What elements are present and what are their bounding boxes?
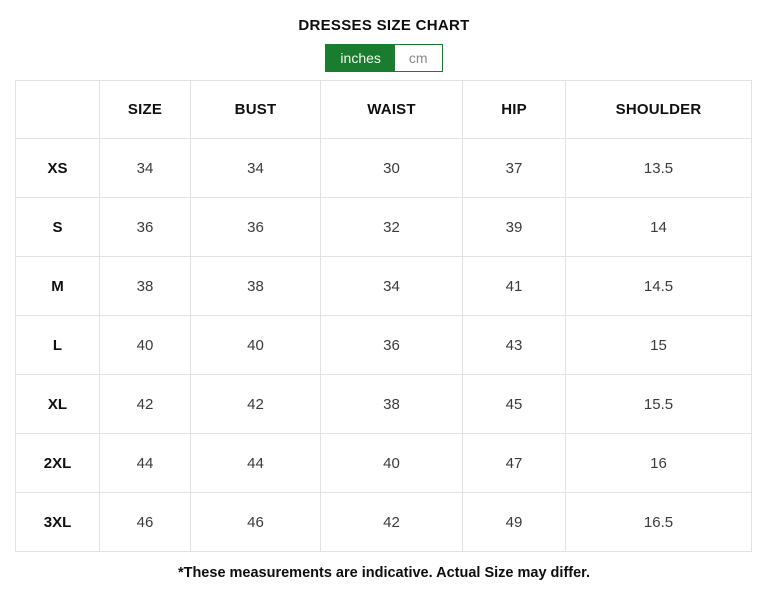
measurement-cell: 14 (565, 197, 752, 257)
measurement-cell: 40 (190, 315, 321, 375)
measurement-cell: 14.5 (565, 256, 752, 316)
measurement-cell: 43 (462, 315, 566, 375)
table-row: 2XL 44 44 40 47 16 (15, 433, 752, 493)
column-header: WAIST (320, 80, 463, 139)
table-row: XL 42 42 38 45 15.5 (15, 374, 752, 434)
size-row-label: M (15, 256, 100, 316)
table-row: L 40 40 36 43 15 (15, 315, 752, 375)
column-header: SIZE (99, 80, 191, 139)
table-row: 3XL 46 46 42 49 16.5 (15, 492, 752, 552)
measurement-cell: 46 (99, 492, 191, 552)
measurement-cell: 40 (320, 433, 463, 493)
measurement-cell: 44 (190, 433, 321, 493)
measurement-cell: 34 (190, 138, 321, 198)
measurement-cell: 38 (99, 256, 191, 316)
size-row-label: XL (15, 374, 100, 434)
unit-toggle-inches-button[interactable]: inches (326, 45, 395, 71)
table-row: XS 34 34 30 37 13.5 (15, 138, 752, 198)
unit-toggle: inches cm (325, 44, 443, 72)
table-row: S 36 36 32 39 14 (15, 197, 752, 257)
measurement-cell: 49 (462, 492, 566, 552)
unit-toggle-wrap: inches cm (0, 44, 768, 72)
measurement-cell: 45 (462, 374, 566, 434)
measurement-cell: 47 (462, 433, 566, 493)
unit-toggle-cm-button[interactable]: cm (394, 45, 442, 71)
measurement-cell: 30 (320, 138, 463, 198)
measurement-cell: 36 (99, 197, 191, 257)
size-row-label: S (15, 197, 100, 257)
measurement-cell: 16 (565, 433, 752, 493)
measurement-cell: 34 (99, 138, 191, 198)
page-title: DRESSES SIZE CHART (298, 17, 470, 34)
size-table-body: XS 34 34 30 37 13.5 S 36 36 32 39 14 M 38 38 34 41 14.5 L 4… (15, 138, 752, 552)
measurement-cell: 41 (462, 256, 566, 316)
size-row-label: 3XL (15, 492, 100, 552)
measurement-cell: 15 (565, 315, 752, 375)
column-header: BUST (190, 80, 321, 139)
footnote: *These measurements are indicative. Actu… (177, 565, 591, 581)
size-table: SIZE BUST WAIST HIP SHOULDER XS 34 34 30 37 13.5 S… (15, 80, 752, 552)
measurement-cell: 40 (99, 315, 191, 375)
column-header: HIP (462, 80, 566, 139)
measurement-cell: 36 (320, 315, 463, 375)
measurement-cell: 37 (462, 138, 566, 198)
measurement-cell: 13.5 (565, 138, 752, 198)
header-row: SIZE BUST WAIST HIP SHOULDER (15, 80, 752, 139)
column-header: SHOULDER (565, 80, 752, 139)
size-table-head: SIZE BUST WAIST HIP SHOULDER (15, 80, 752, 139)
measurement-cell: 15.5 (565, 374, 752, 434)
measurement-cell: 32 (320, 197, 463, 257)
measurement-cell: 39 (462, 197, 566, 257)
measurement-cell: 16.5 (565, 492, 752, 552)
size-row-label: L (15, 315, 100, 375)
measurement-cell: 42 (320, 492, 463, 552)
table-row: M 38 38 34 41 14.5 (15, 256, 752, 316)
measurement-cell: 46 (190, 492, 321, 552)
corner-header-cell (15, 80, 100, 139)
measurement-cell: 36 (190, 197, 321, 257)
measurement-cell: 42 (99, 374, 191, 434)
size-row-label: 2XL (15, 433, 100, 493)
measurement-cell: 42 (190, 374, 321, 434)
measurement-cell: 38 (320, 374, 463, 434)
size-row-label: XS (15, 138, 100, 198)
measurement-cell: 38 (190, 256, 321, 316)
measurement-cell: 34 (320, 256, 463, 316)
measurement-cell: 44 (99, 433, 191, 493)
